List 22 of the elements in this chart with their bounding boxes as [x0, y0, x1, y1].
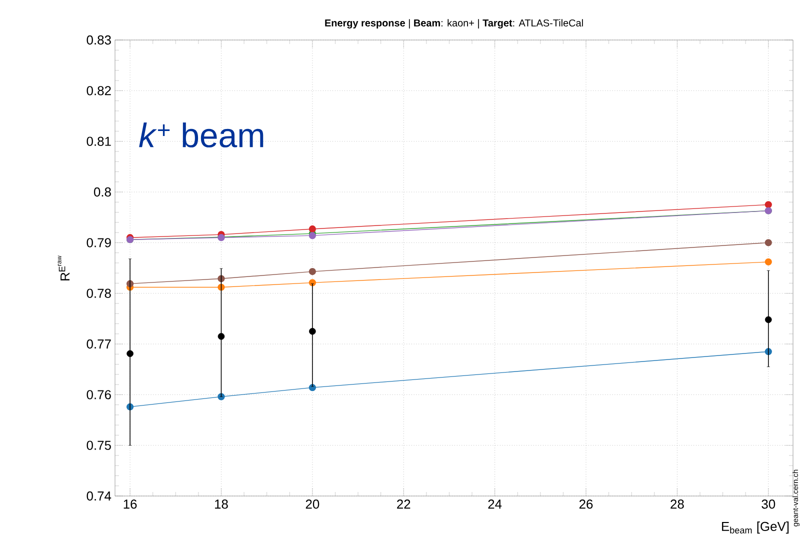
annotation: k$^{+}$ beam [139, 122, 264, 148]
x-tick-label: 28 [670, 500, 684, 509]
y-tick-label: 0.74 [86, 491, 112, 501]
x-tick-label: 22 [397, 500, 410, 509]
x-tick-label: 30 [762, 500, 776, 509]
y-tick-label: 0.81 [86, 136, 111, 146]
x-axis-title: E$_{beam}$ [GeV] [722, 522, 789, 534]
y-tick-label: 0.83 [86, 35, 111, 45]
chart-title: Energy response | Beam: kaon+ | Target: ATLAS-TileCal [325, 19, 583, 28]
y-axis-title: $\mathrm{R}^{\mathrm{E}^{\mathrm{raw}}}$ [58, 256, 70, 280]
y-tick-label: 0.75 [86, 440, 111, 450]
y-tick-label: 0.77 [86, 339, 111, 349]
y-tick-label: 0.76 [86, 390, 111, 400]
y-tick-label: 0.82 [86, 86, 111, 96]
x-tick-label: 18 [215, 500, 228, 509]
x-tick-label: 20 [306, 500, 320, 509]
y-tick-label: 0.8 [94, 187, 111, 197]
y-tick-label: 0.79 [86, 238, 111, 248]
x-tick-label: 26 [579, 500, 593, 509]
x-tick-label: 24 [488, 500, 502, 509]
y-tick-label: 0.78 [86, 288, 111, 298]
x-tick-label: 16 [124, 500, 137, 509]
